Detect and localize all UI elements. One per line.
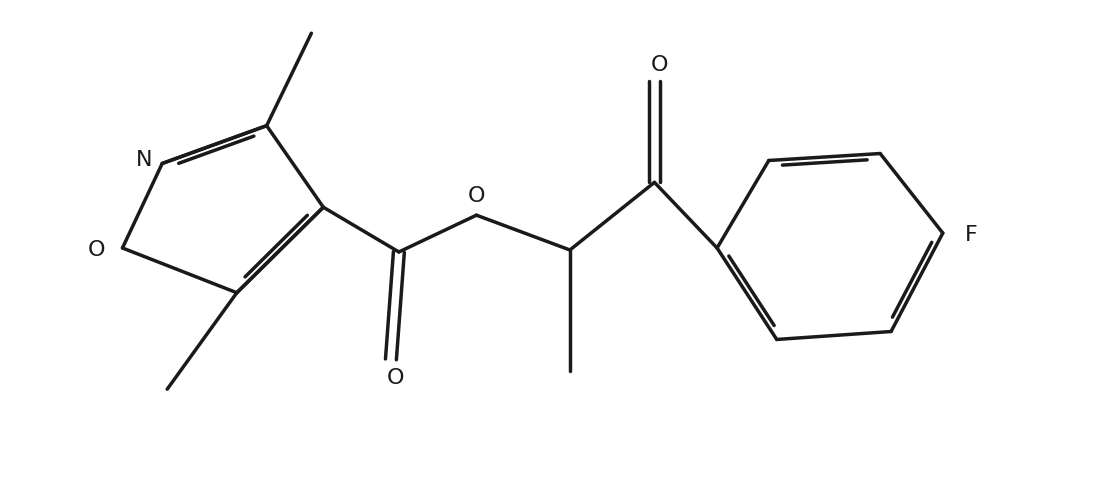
Text: O: O xyxy=(88,240,105,260)
Text: F: F xyxy=(965,225,978,245)
Text: O: O xyxy=(650,55,668,75)
Text: O: O xyxy=(467,186,485,206)
Text: O: O xyxy=(387,368,405,388)
Text: N: N xyxy=(135,151,152,171)
